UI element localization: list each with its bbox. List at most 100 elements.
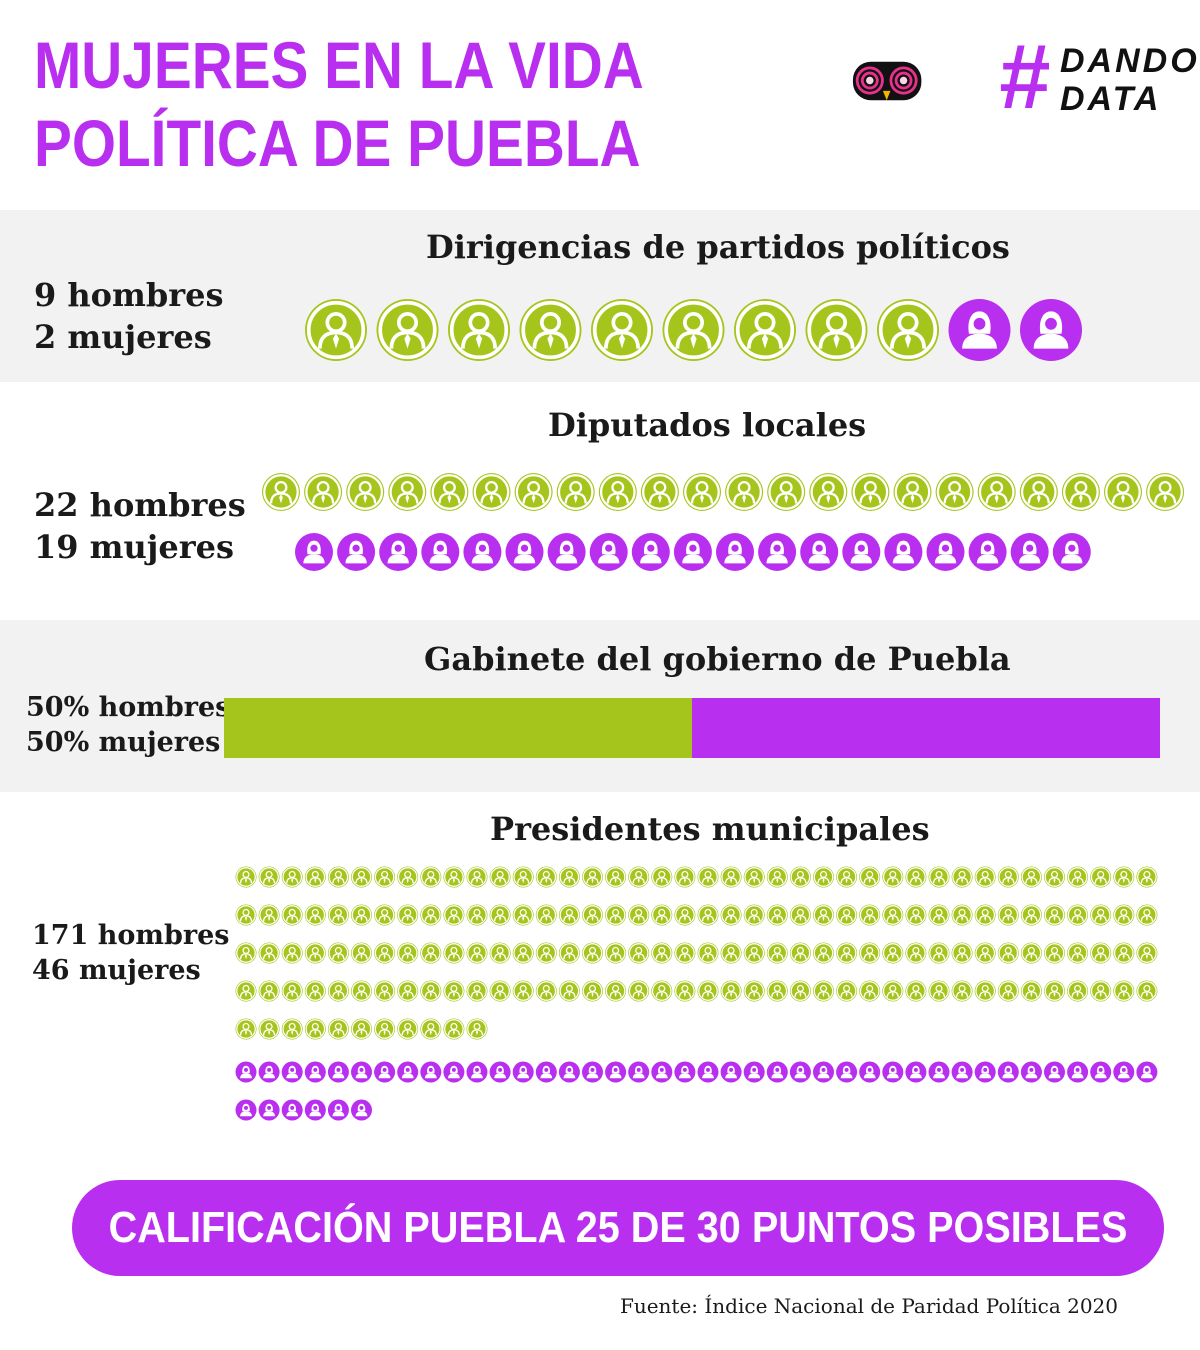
man-icon xyxy=(662,299,725,361)
man-icon xyxy=(397,904,419,926)
man-icon xyxy=(789,980,811,1002)
man-icon xyxy=(813,904,834,926)
counts-diputados: 22 hombres 19 mujeres xyxy=(34,484,246,568)
man-icon xyxy=(928,904,950,926)
man-icon xyxy=(327,942,349,964)
man-icon xyxy=(928,942,950,964)
woman-icon xyxy=(463,533,502,571)
man-icon xyxy=(591,299,653,361)
man-icon xyxy=(304,904,326,926)
man-icon xyxy=(1113,942,1135,964)
man-icon xyxy=(928,980,950,1002)
man-icon xyxy=(905,942,927,964)
man-icon xyxy=(519,299,582,361)
man-icon xyxy=(905,980,927,1002)
man-icon xyxy=(346,473,385,511)
man-icon xyxy=(605,980,627,1002)
woman-icon xyxy=(789,1061,811,1083)
man-icon xyxy=(1044,904,1065,926)
man-icon xyxy=(1136,980,1158,1002)
man-icon xyxy=(558,942,580,964)
man-icon xyxy=(489,904,511,926)
man-icon xyxy=(466,1018,488,1040)
man-icon xyxy=(935,473,974,511)
man-icon xyxy=(443,1018,465,1040)
woman-icon xyxy=(673,533,712,571)
woman-icon xyxy=(304,1061,326,1083)
man-icon xyxy=(951,904,973,926)
logo-line-2: DATA xyxy=(1060,80,1162,118)
man-icon xyxy=(1136,866,1158,888)
man-icon xyxy=(420,866,442,888)
man-icon xyxy=(512,866,534,888)
man-icon xyxy=(893,473,932,511)
man-icon xyxy=(258,980,280,1002)
woman-icon xyxy=(258,1099,280,1121)
woman-icon xyxy=(304,1099,326,1121)
woman-icon xyxy=(351,1061,372,1083)
man-icon xyxy=(1090,942,1112,964)
man-icon xyxy=(304,942,326,964)
man-icon xyxy=(1090,980,1112,1002)
man-icon xyxy=(813,980,834,1002)
man-icon xyxy=(951,980,973,1002)
section-title-diputados: Diputados locales xyxy=(548,406,867,444)
man-icon xyxy=(683,473,721,511)
man-icon xyxy=(809,473,848,511)
man-icon xyxy=(674,866,696,888)
man-icon xyxy=(674,904,696,926)
man-icon xyxy=(235,980,257,1002)
man-icon xyxy=(1061,473,1100,511)
man-icon xyxy=(836,866,858,888)
man-icon xyxy=(1113,980,1135,1002)
woman-icon xyxy=(379,533,418,571)
man-icon xyxy=(376,299,439,361)
man-icon xyxy=(997,942,1019,964)
man-icon xyxy=(651,980,673,1002)
woman-icon xyxy=(1020,299,1082,361)
man-icon xyxy=(1067,980,1089,1002)
man-icon xyxy=(443,980,465,1002)
woman-icon xyxy=(421,533,460,571)
man-icon xyxy=(789,904,811,926)
counts-presidentes: 171 hombres 46 mujeres xyxy=(32,918,229,988)
man-icon xyxy=(258,1018,280,1040)
man-icon xyxy=(397,980,419,1002)
man-icon xyxy=(374,904,396,926)
man-icon xyxy=(651,904,673,926)
woman-icon xyxy=(235,1099,257,1121)
man-icon xyxy=(305,299,367,361)
man-icon xyxy=(1146,473,1185,511)
man-icon xyxy=(905,904,927,926)
woman-icon xyxy=(651,1061,673,1083)
woman-icon xyxy=(327,1099,349,1121)
woman-icon xyxy=(951,1061,973,1083)
source-note: Fuente: Índice Nacional de Paridad Polít… xyxy=(619,1294,1118,1318)
woman-icon xyxy=(512,1061,534,1083)
man-icon xyxy=(766,942,788,964)
score-banner-text: CALIFICACIÓN PUEBLA 25 DE 30 PUNTOS POSI… xyxy=(108,1203,1128,1252)
man-icon xyxy=(997,980,1019,1002)
man-icon xyxy=(351,866,372,888)
man-icon xyxy=(281,1018,303,1040)
man-icon xyxy=(374,980,396,1002)
man-icon xyxy=(951,942,973,964)
man-icon xyxy=(1020,866,1042,888)
woman-icon xyxy=(743,1061,765,1083)
man-icon xyxy=(674,980,696,1002)
bar-men xyxy=(224,698,692,758)
men-count-label: 22 hombres xyxy=(34,486,246,524)
man-icon xyxy=(605,866,627,888)
man-icon xyxy=(697,904,719,926)
woman-icon xyxy=(558,1061,580,1083)
man-icon xyxy=(1044,942,1065,964)
bar-women xyxy=(692,698,1160,758)
women-count-label: 19 mujeres xyxy=(34,528,234,566)
woman-icon xyxy=(351,1099,372,1121)
score-banner: CALIFICACIÓN PUEBLA 25 DE 30 PUNTOS POSI… xyxy=(72,1180,1164,1276)
man-icon xyxy=(1113,866,1135,888)
man-icon xyxy=(651,942,673,964)
woman-icon xyxy=(327,1061,349,1083)
man-icon xyxy=(351,942,372,964)
man-icon xyxy=(1090,904,1112,926)
